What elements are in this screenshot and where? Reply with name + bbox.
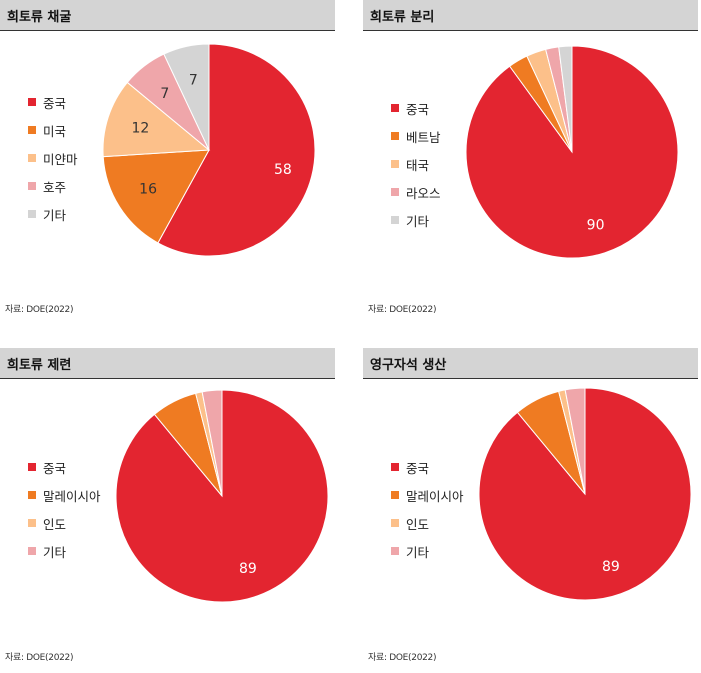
legend-swatch [28, 182, 36, 190]
pie-slice [163, 43, 210, 151]
legend-label: 기타 [43, 544, 67, 560]
chart-header: 희토류 분리 [363, 0, 698, 31]
legend-item: 말레이시아 [28, 481, 101, 509]
legend-item: 라오스 [391, 178, 441, 206]
legend-swatch [391, 491, 399, 499]
chart-header: 희토류 제련 [0, 348, 335, 379]
legend-item: 태국 [391, 150, 441, 178]
data-label: 89 [602, 559, 620, 575]
legend-label: 중국 [43, 95, 67, 111]
chart-header: 영구자석 생산 [363, 348, 698, 379]
legend-label: 미국 [43, 123, 67, 139]
legend-label: 인도 [43, 516, 67, 532]
legend-swatch [391, 104, 399, 112]
legend-swatch [391, 188, 399, 196]
legend-item: 베트남 [391, 122, 441, 150]
legend-swatch [28, 491, 36, 499]
data-label: 12 [131, 121, 149, 137]
legend-item: 중국 [28, 88, 78, 116]
legend-item: 미국 [28, 116, 78, 144]
source-note: 자료: DOE(2022) [5, 653, 74, 663]
chart-title: 희토류 채굴 [7, 10, 72, 25]
legend-item: 인도 [391, 509, 464, 537]
legend-label: 태국 [406, 157, 430, 173]
pie-chart: 89 [115, 389, 329, 603]
pie-slice [564, 387, 586, 495]
legend-label: 호주 [43, 179, 67, 195]
legend-label: 말레이시아 [406, 488, 464, 504]
legend-item: 기타 [391, 537, 464, 565]
pie-chart: 58 16 12 7 7 [102, 43, 316, 257]
pie-chart: 90 [465, 45, 679, 259]
chart-title: 희토류 제련 [7, 358, 72, 373]
legend-swatch [28, 463, 36, 471]
legend-swatch [28, 154, 36, 162]
pie-slice [102, 149, 210, 244]
legend-label: 라오스 [406, 185, 441, 201]
pie-slice [102, 81, 211, 158]
pie-slice [201, 389, 223, 497]
legend-label: 베트남 [406, 129, 441, 145]
data-label: 7 [160, 86, 169, 102]
legend-swatch [28, 126, 36, 134]
chart-title: 영구자석 생산 [370, 358, 447, 373]
data-label: 58 [274, 162, 292, 178]
legend-label: 미얀마 [43, 151, 78, 167]
legend-item: 미얀마 [28, 144, 78, 172]
data-label: 7 [189, 73, 198, 89]
legend-swatch [28, 210, 36, 218]
legend-swatch [391, 160, 399, 168]
data-label: 90 [587, 218, 605, 234]
legend-label: 중국 [406, 101, 430, 117]
legend-swatch [28, 547, 36, 555]
legend-swatch [391, 547, 399, 555]
data-label: 16 [139, 182, 157, 198]
data-label: 89 [239, 561, 257, 577]
legend-label: 인도 [406, 516, 430, 532]
legend-item: 인도 [28, 509, 101, 537]
legend-item: 기타 [391, 206, 441, 234]
legend-swatch [391, 132, 399, 140]
source-note: 자료: DOE(2022) [368, 653, 437, 663]
legend-item: 말레이시아 [391, 481, 464, 509]
legend-swatch [391, 216, 399, 224]
legend-item: 중국 [391, 94, 441, 122]
legend-swatch [391, 463, 399, 471]
legend-label: 기타 [406, 544, 430, 560]
legend-swatch [391, 519, 399, 527]
chart-header: 희토류 채굴 [0, 0, 335, 31]
source-note: 자료: DOE(2022) [368, 305, 437, 315]
chart-title: 희토류 분리 [370, 10, 435, 25]
legend-item: 기타 [28, 200, 78, 228]
pie-slice [157, 43, 316, 257]
legend-swatch [28, 519, 36, 527]
legend-label: 기타 [43, 207, 67, 223]
source-note: 자료: DOE(2022) [5, 305, 74, 315]
legend-item: 호주 [28, 172, 78, 200]
legend-swatch [28, 98, 36, 106]
legend-item: 중국 [391, 453, 464, 481]
pie-chart: 89 [478, 387, 692, 601]
legend-label: 중국 [406, 460, 430, 476]
pie-slice [558, 45, 573, 153]
legend-item: 기타 [28, 537, 101, 565]
legend-label: 기타 [406, 213, 430, 229]
legend-label: 중국 [43, 460, 67, 476]
legend-label: 말레이시아 [43, 488, 101, 504]
legend-item: 중국 [28, 453, 101, 481]
